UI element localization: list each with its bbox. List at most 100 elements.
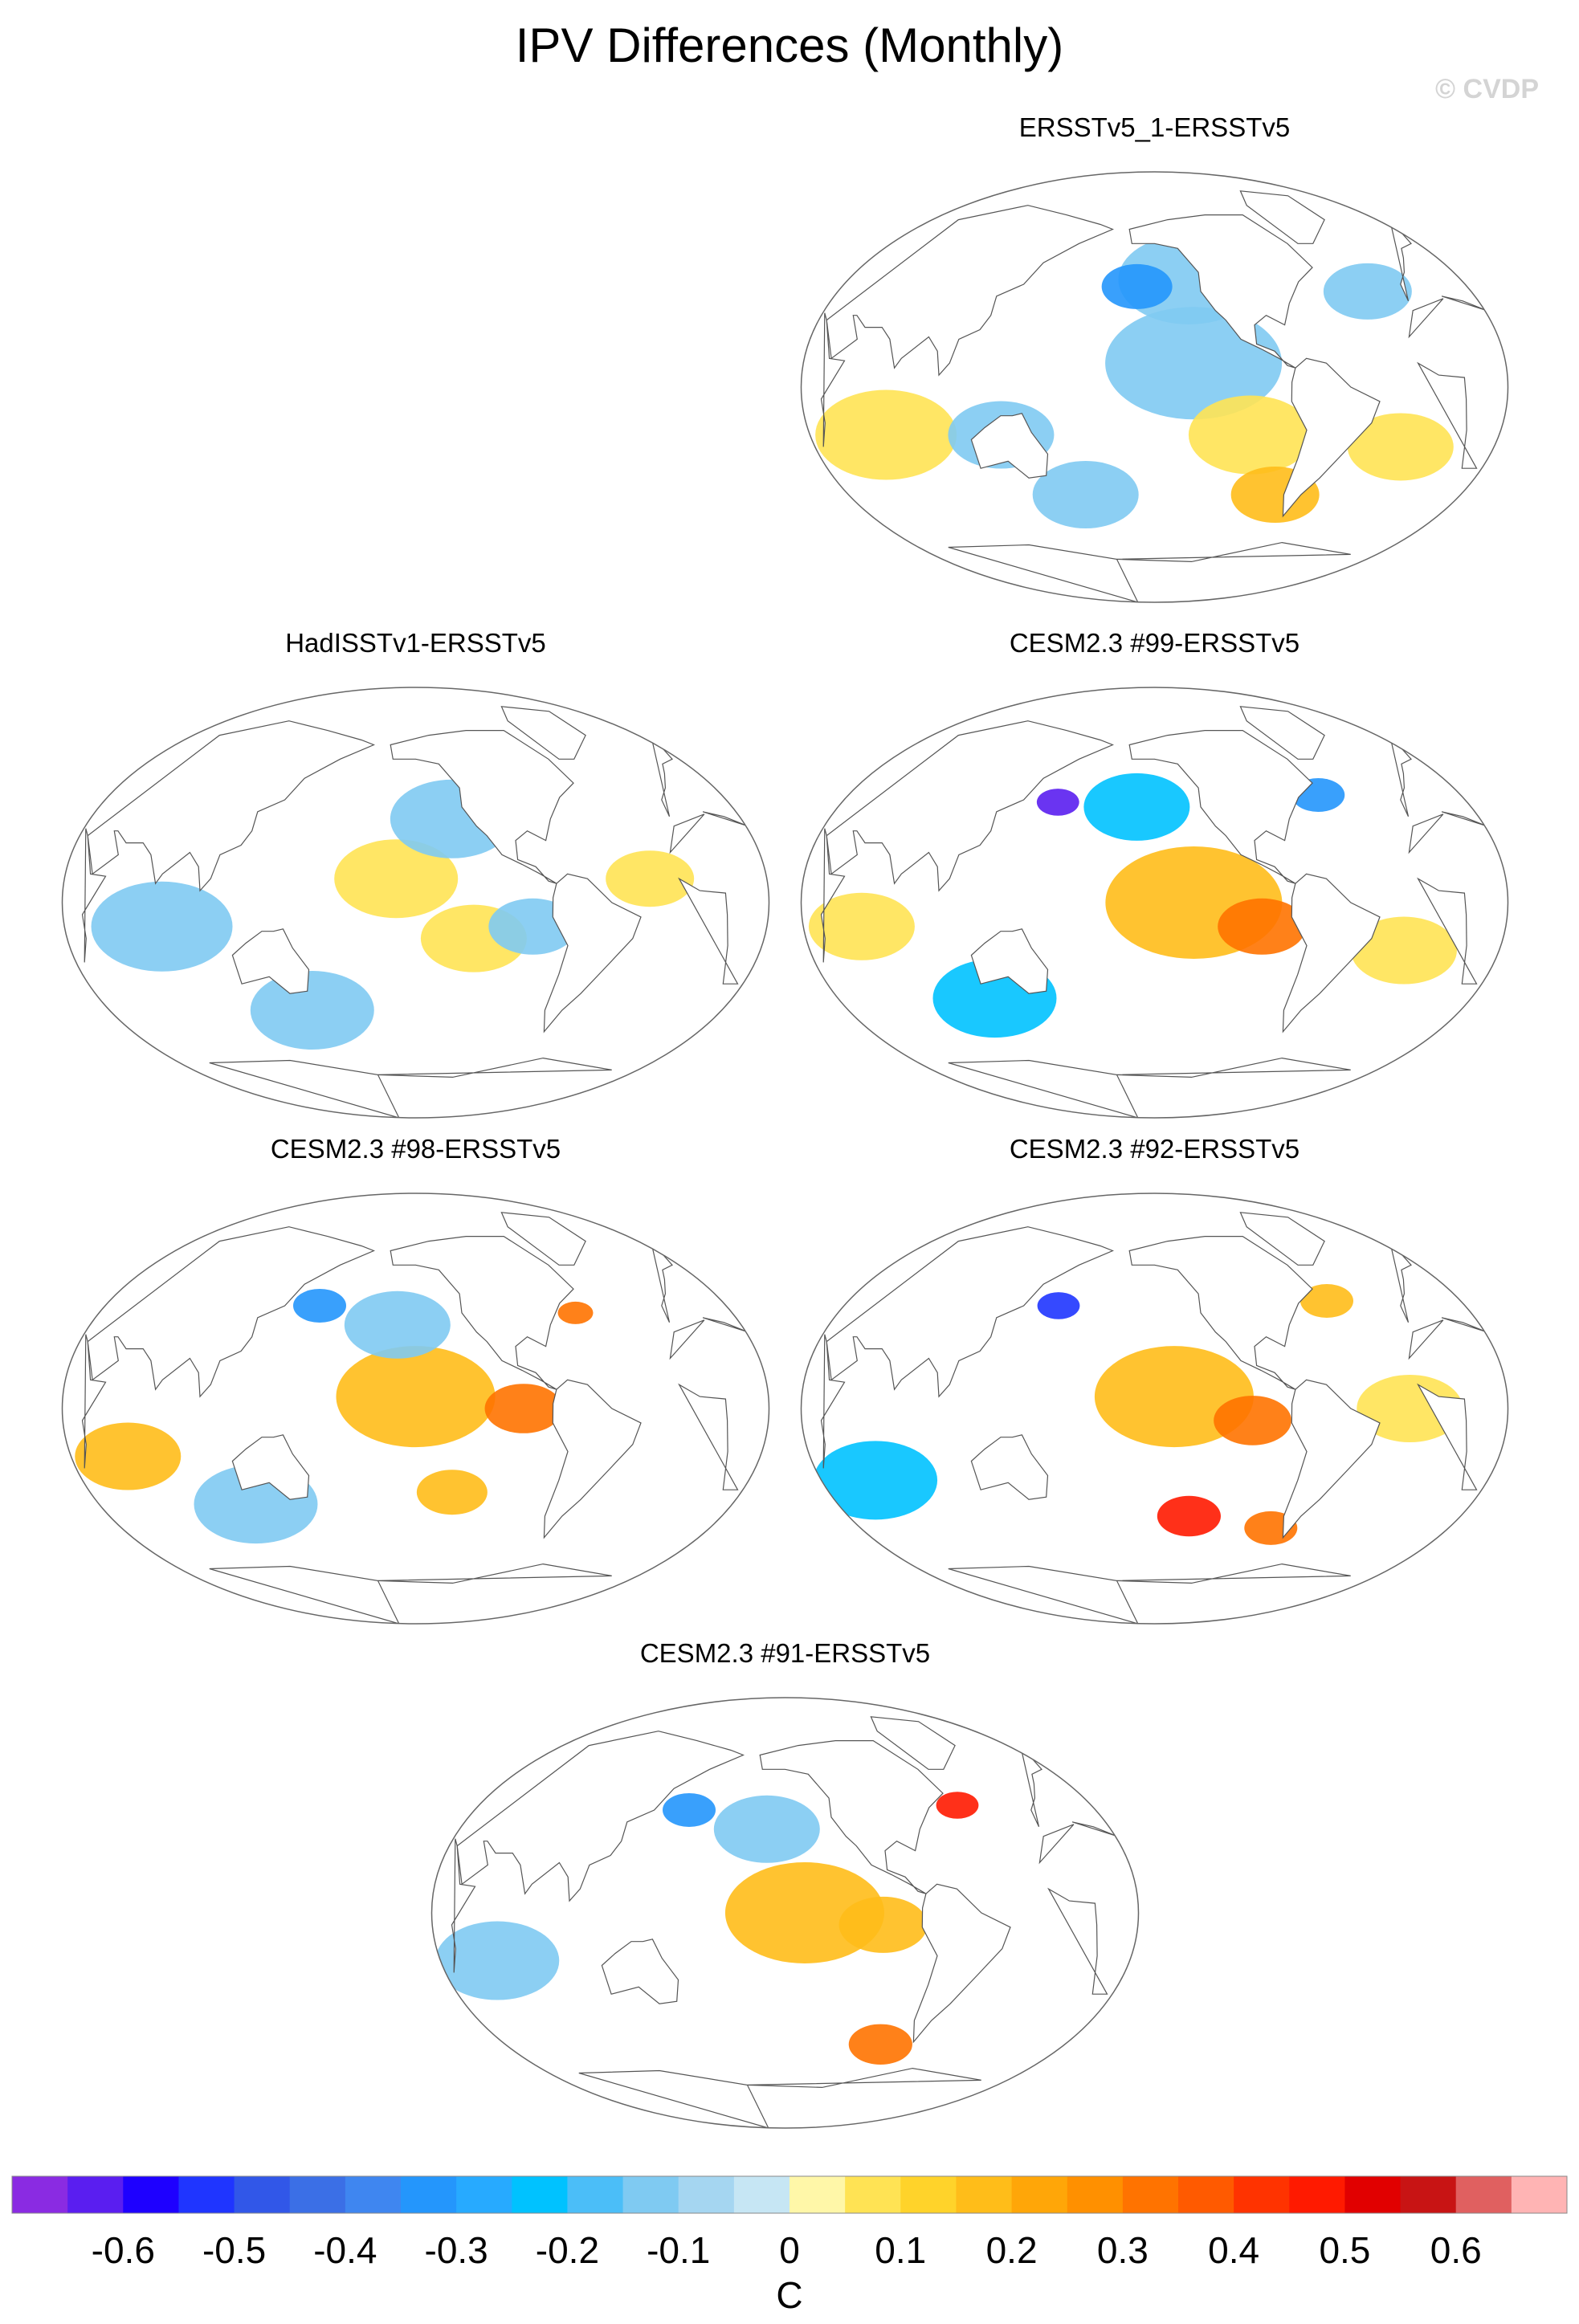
panel-title: CESM2.3 #98-ERSSTv5 xyxy=(270,1134,561,1164)
anomaly-region xyxy=(1323,263,1412,320)
colorbar-tick-label: 0.5 xyxy=(1319,2229,1370,2271)
land-outline xyxy=(209,1059,400,1119)
land-outline xyxy=(1128,730,1313,884)
land-outline xyxy=(81,828,107,963)
panel-title: CESM2.3 #99-ERSSTv5 xyxy=(1009,628,1300,658)
anomaly-region xyxy=(1214,1396,1291,1445)
land-outline xyxy=(948,1059,1139,1119)
colorbar-swatch xyxy=(1511,2176,1568,2213)
anomaly-region xyxy=(606,850,695,907)
anomaly-region xyxy=(416,1470,488,1515)
panel-hadisst: HadISSTv1-ERSSTv5 xyxy=(56,623,775,1169)
land-outline xyxy=(702,1317,749,1333)
anomaly-region xyxy=(1357,1375,1463,1442)
land-outline xyxy=(1239,706,1325,760)
colorbar-swatch xyxy=(123,2176,179,2213)
land-outline xyxy=(669,813,705,854)
colorbar-tick-label: 0 xyxy=(779,2229,800,2271)
land-outline xyxy=(87,720,375,892)
land-outline xyxy=(1282,873,1381,1034)
land-outline xyxy=(820,1334,846,1469)
land-outline xyxy=(870,1716,956,1770)
colorbar-swatch xyxy=(12,2176,68,2213)
colorbar-unit: C xyxy=(776,2274,802,2316)
colorbar-swatch xyxy=(900,2176,957,2213)
colorbar-tick-label: 0.1 xyxy=(875,2229,926,2271)
land-outline xyxy=(1116,1563,1351,1584)
land-outline xyxy=(390,730,574,884)
colorbar-tick-label: -0.1 xyxy=(647,2229,710,2271)
land-outline xyxy=(231,928,310,994)
land-outline xyxy=(456,1731,745,1902)
land-outline xyxy=(1116,541,1351,563)
land-outline xyxy=(1408,813,1444,854)
map-frame xyxy=(800,1193,1509,1625)
map xyxy=(800,1193,1509,1625)
land-outline xyxy=(1417,877,1478,985)
anomaly-region xyxy=(1157,1495,1221,1537)
panel-ersstv5-1: ERSSTv5_1-ERSSTv5 xyxy=(795,112,1514,658)
anomaly-region xyxy=(336,1346,496,1448)
anomaly-region xyxy=(344,1290,451,1359)
colorbar: -0.6 -0.5 -0.4 -0.3 -0.2 -0.1 0 0.1 0.2 0.3 0.4 0.5… xyxy=(11,2175,1568,2316)
anomaly-region xyxy=(91,881,233,972)
colorbar-tick-label: 0.2 xyxy=(986,2229,1038,2271)
panel-title: HadISSTv1-ERSSTv5 xyxy=(285,628,546,658)
colorbar-swatch xyxy=(67,2176,124,2213)
colorbar-tick-label: -0.4 xyxy=(313,2229,377,2271)
map xyxy=(800,171,1509,603)
map-frame xyxy=(430,1697,1140,2129)
land-outline xyxy=(1239,1212,1325,1266)
anomaly-region xyxy=(1036,789,1079,816)
colorbar-swatch xyxy=(1178,2176,1234,2213)
colorbar-swatch xyxy=(622,2176,679,2213)
anomaly-region xyxy=(1083,773,1190,841)
anomaly-region xyxy=(1101,263,1173,309)
land-outline xyxy=(209,1565,400,1625)
colorbar-swatch xyxy=(456,2176,512,2213)
anomaly-region xyxy=(484,1384,563,1433)
colorbar-swatch xyxy=(512,2176,568,2213)
land-outline xyxy=(1417,361,1478,469)
colorbar-swatch xyxy=(1234,2176,1290,2213)
page-title: IPV Differences (Monthly) xyxy=(515,18,1064,72)
land-outline xyxy=(1116,1057,1351,1078)
land-outline xyxy=(1128,214,1313,369)
colorbar-swatch xyxy=(1011,2176,1068,2213)
anomaly-region xyxy=(663,1792,716,1827)
colorbar-swatch xyxy=(1067,2176,1124,2213)
land-outline xyxy=(826,1226,1114,1398)
land-outline xyxy=(912,1883,1011,2044)
land-outline xyxy=(948,1565,1139,1625)
land-outline xyxy=(826,205,1114,377)
land-outline xyxy=(970,1434,1049,1500)
land-outline xyxy=(669,1319,705,1360)
anomaly-region xyxy=(1218,898,1307,955)
anomaly-region xyxy=(75,1422,182,1490)
anomaly-region xyxy=(815,389,957,480)
colorbar-swatch xyxy=(1122,2176,1179,2213)
land-outline xyxy=(1239,190,1325,244)
colorbar-tick-label: 0.6 xyxy=(1430,2229,1482,2271)
colorbar-swatch xyxy=(845,2176,901,2213)
land-outline xyxy=(1441,296,1487,312)
panel-title: CESM2.3 #92-ERSSTv5 xyxy=(1009,1134,1300,1164)
anomaly-region xyxy=(334,839,459,919)
colorbar-swatch xyxy=(790,2176,846,2213)
anomaly-region xyxy=(1032,461,1139,528)
land-outline xyxy=(702,811,749,827)
anomaly-region xyxy=(1300,1284,1353,1318)
map xyxy=(800,687,1509,1119)
land-outline xyxy=(543,873,642,1034)
land-outline xyxy=(451,1838,476,1973)
colorbar-swatch xyxy=(178,2176,235,2213)
land-outline xyxy=(970,928,1049,994)
map xyxy=(430,1697,1140,2129)
colorbar-swatch xyxy=(1344,2176,1402,2213)
land-outline xyxy=(390,1236,574,1390)
land-outline xyxy=(1282,357,1381,518)
land-outline xyxy=(500,1212,586,1266)
anomaly-region xyxy=(1188,395,1312,475)
panel-cesm-98: CESM2.3 #98-ERSSTv5 xyxy=(56,1134,775,1680)
land-outline xyxy=(826,720,1114,892)
